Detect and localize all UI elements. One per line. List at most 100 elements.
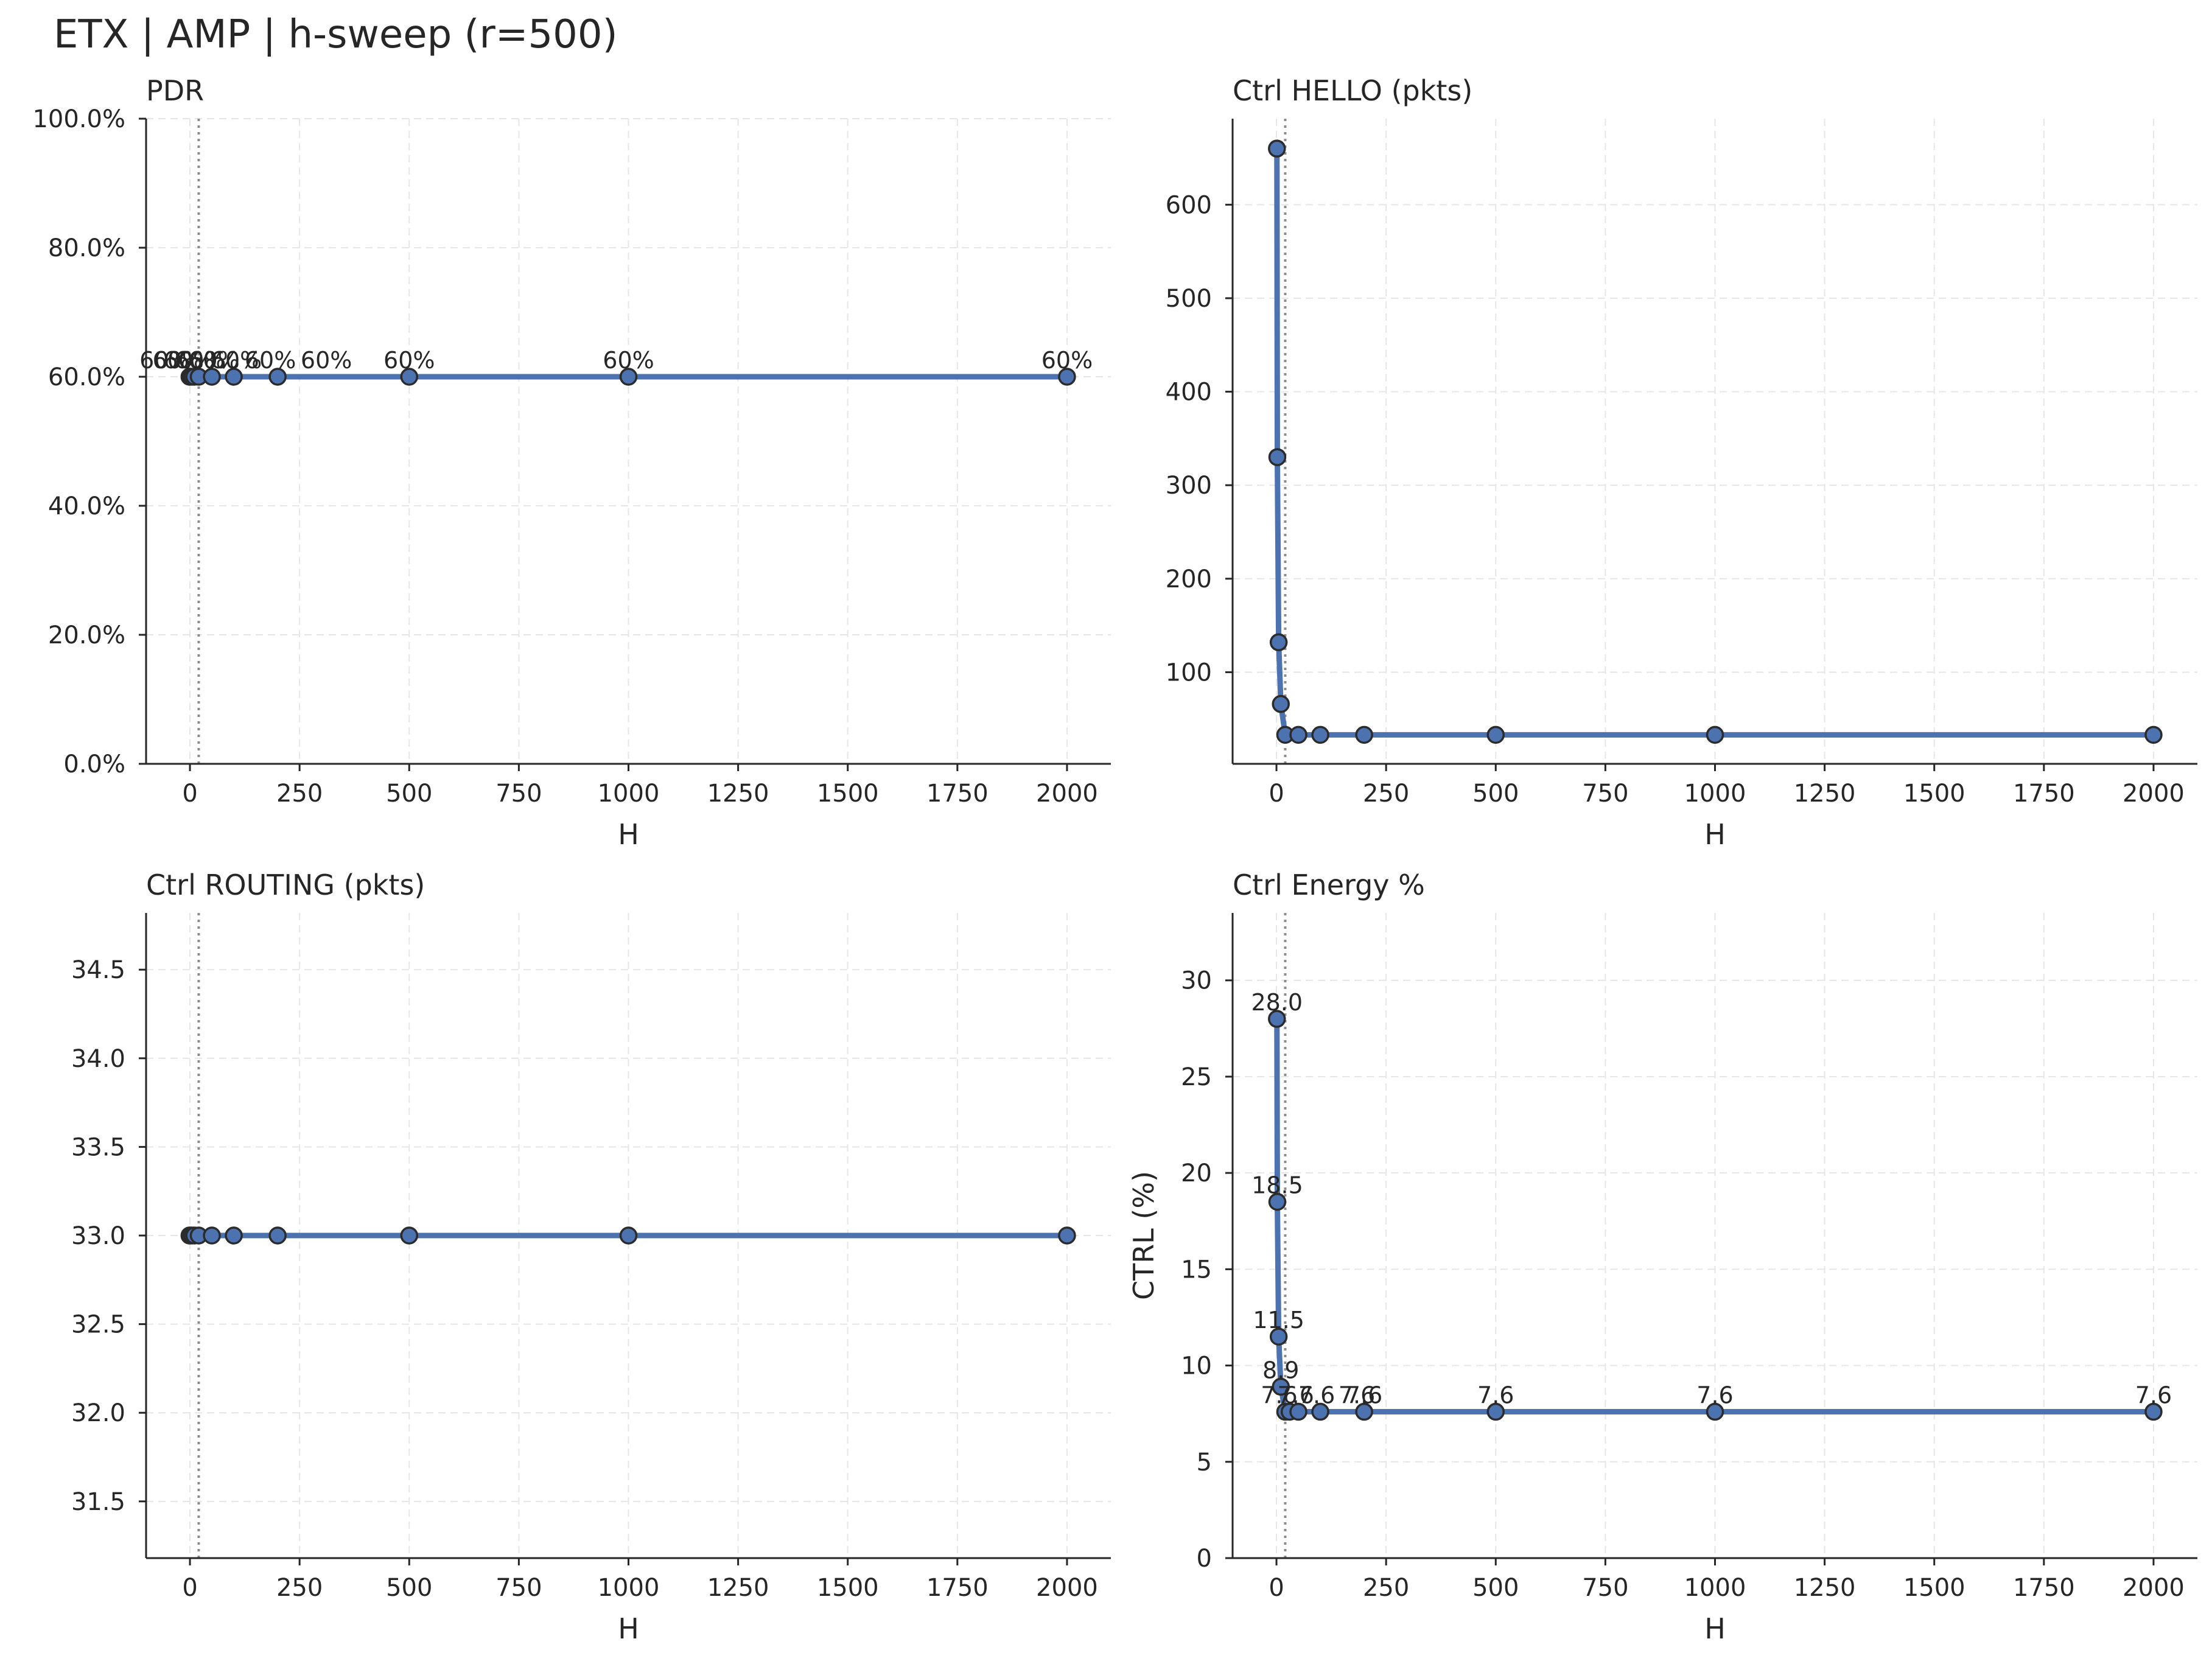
ctrl-hello-data-point-7 xyxy=(1355,725,1373,744)
ctrl-energy-x-tick-label-0: 0 xyxy=(1269,1574,1284,1602)
ctrl-hello-data-point-6 xyxy=(1311,725,1329,744)
ctrl-hello-x-tick-label-3: 750 xyxy=(1582,780,1628,808)
ctrl-routing-y-tick-label-0: 31.5 xyxy=(71,1488,125,1516)
ctrl-energy-data-label-6: 7.6 xyxy=(1298,1382,1335,1409)
ctrl-routing-data-point-9 xyxy=(619,1226,638,1245)
ctrl-energy-data-label-1: 18.5 xyxy=(1251,1172,1303,1199)
ctrl-routing-x-tick-label-8: 2000 xyxy=(1036,1574,1098,1602)
ctrl-energy-data-label-5: 7.6 xyxy=(1277,1382,1314,1409)
chart-panel-pdr: 0 250 500 750 1000 1250 1500 1750 2000 0.0% 20.0% 4… xyxy=(32,74,1111,851)
ctrl-energy-data-label-0: 28.0 xyxy=(1251,989,1303,1016)
ctrl-routing-y-tick-label-2: 32.5 xyxy=(71,1311,125,1339)
pdr-x-tick-label-0: 0 xyxy=(182,780,197,808)
ctrl-hello-data-point-0 xyxy=(1268,139,1286,158)
ctrl-hello-y-tick-label-5: 600 xyxy=(1166,191,1212,219)
ctrl-energy-x-tick-label-1: 250 xyxy=(1363,1574,1409,1602)
ctrl-routing-data-point-5 xyxy=(203,1226,221,1245)
ctrl-energy-data-point-10 xyxy=(1706,1402,1724,1421)
ctrl-energy-x-tick-label-6: 1500 xyxy=(1903,1574,1965,1602)
pdr-data-label-3: 60% xyxy=(175,347,226,374)
ctrl-energy-data-point-7 xyxy=(1311,1402,1329,1421)
ctrl-energy-y-label: CTRL (%) xyxy=(1127,1171,1160,1300)
pdr-x-tick-label-6: 1500 xyxy=(817,780,879,808)
ctrl-routing-x-tick-label-2: 500 xyxy=(386,1574,432,1602)
ctrl-hello-x-tick-label-7: 1750 xyxy=(2013,780,2075,808)
pdr-data-point-5 xyxy=(203,368,221,386)
ctrl-energy-data-point-0 xyxy=(1268,1010,1286,1028)
pdr-y-tick-label-3: 60.0% xyxy=(48,363,125,391)
pdr-data-point-10 xyxy=(1058,368,1076,386)
pdr-title: PDR xyxy=(146,74,204,107)
pdr-data-point-8 xyxy=(400,368,419,386)
ctrl-hello-x-tick-label-5: 1250 xyxy=(1794,780,1856,808)
ctrl-hello-x-tick-label-2: 500 xyxy=(1472,780,1519,808)
ctrl-energy-y-tick-label-6: 30 xyxy=(1181,967,1212,995)
ctrl-energy-y-tick-label-1: 5 xyxy=(1197,1449,1212,1477)
ctrl-energy-x-tick-label-5: 1250 xyxy=(1794,1574,1856,1602)
ctrl-energy-y-tick-label-2: 10 xyxy=(1181,1352,1212,1380)
ctrl-energy-data-label-9: 7.6 xyxy=(1477,1382,1514,1409)
ctrl-energy-data-label-2: 11.5 xyxy=(1253,1307,1304,1334)
ctrl-energy-data-label-7: 7.6 xyxy=(1339,1382,1375,1409)
ctrl-energy-data-point-2 xyxy=(1269,1327,1288,1346)
ctrl-hello-data-point-2 xyxy=(1269,633,1288,652)
ctrl-energy-x-tick-label-8: 2000 xyxy=(2123,1574,2185,1602)
pdr-data-label-8: 60% xyxy=(383,347,435,374)
pdr-x-tick-label-8: 2000 xyxy=(1036,780,1098,808)
ctrl-routing-x-tick-label-4: 1000 xyxy=(598,1574,660,1602)
ctrl-energy-data-label-3: 8.9 xyxy=(1262,1357,1299,1383)
ctrl-energy-data-point-6 xyxy=(1289,1402,1307,1421)
pdr-data-label-5: 60% xyxy=(211,347,262,374)
ctrl-hello-x-tick-label-0: 0 xyxy=(1269,780,1284,808)
ctrl-routing-x-tick-label-3: 750 xyxy=(495,1574,542,1602)
ctrl-energy-x-tick-label-2: 500 xyxy=(1472,1574,1519,1602)
pdr-y-tick-label-1: 20.0% xyxy=(48,621,125,649)
ctrl-hello-y-tick-label-3: 400 xyxy=(1166,379,1212,407)
pdr-x-tick-label-2: 500 xyxy=(386,780,432,808)
ctrl-routing-data-point-7 xyxy=(268,1226,287,1245)
ctrl-routing-title: Ctrl ROUTING (pkts) xyxy=(146,869,425,901)
chart-panel-ctrl-routing: 0 250 500 750 1000 1250 1500 1750 2000 31.5 32.0 32… xyxy=(71,869,1111,1645)
ctrl-hello-x-tick-label-8: 2000 xyxy=(2123,780,2185,808)
pdr-data-label-2: 60% xyxy=(163,347,214,374)
ctrl-routing-data-point-8 xyxy=(400,1226,419,1245)
ctrl-energy-data-label-11: 7.6 xyxy=(2135,1382,2172,1409)
pdr-x-tick-label-1: 250 xyxy=(276,780,323,808)
ctrl-energy-x-tick-label-7: 1750 xyxy=(2013,1574,2075,1602)
ctrl-hello-data-point-5 xyxy=(1289,725,1307,744)
ctrl-hello-y-tick-label-1: 200 xyxy=(1166,565,1212,593)
ctrl-energy-title: Ctrl Energy % xyxy=(1233,869,1425,901)
ctrl-hello-data-point-10 xyxy=(2144,725,2163,744)
ctrl-routing-y-tick-label-5: 34.0 xyxy=(71,1045,125,1073)
pdr-x-tick-label-3: 750 xyxy=(495,780,542,808)
ctrl-hello-y-tick-label-4: 500 xyxy=(1166,285,1212,313)
pdr-x-label: H xyxy=(618,818,639,851)
ctrl-hello-title: Ctrl HELLO (pkts) xyxy=(1233,74,1472,107)
ctrl-energy-data-point-1 xyxy=(1268,1192,1287,1211)
ctrl-routing-x-tick-label-1: 250 xyxy=(276,1574,323,1602)
ctrl-energy-data-label-10: 7.6 xyxy=(1696,1382,1733,1409)
ctrl-energy-y-tick-label-3: 15 xyxy=(1181,1256,1212,1284)
ctrl-energy-data-point-3 xyxy=(1272,1377,1290,1396)
ctrl-routing-y-tick-label-1: 32.0 xyxy=(71,1399,125,1427)
ctrl-hello-data-point-8 xyxy=(1486,725,1505,744)
pdr-data-label-9: 60% xyxy=(603,347,654,374)
chart-panel-ctrl-energy: 0 250 500 750 1000 1250 1500 1750 2000 0 5 10 15 20 25… xyxy=(1127,869,2197,1645)
pdr-y-tick-label-0: 0.0% xyxy=(63,750,125,778)
pdr-data-label-7: 60% xyxy=(301,347,352,374)
ctrl-energy-x-tick-label-4: 1000 xyxy=(1684,1574,1746,1602)
pdr-data-point-7 xyxy=(268,368,287,386)
ctrl-hello-x-tick-label-4: 1000 xyxy=(1684,780,1746,808)
ctrl-routing-y-tick-label-3: 33.0 xyxy=(71,1222,125,1250)
ctrl-energy-y-tick-label-4: 20 xyxy=(1181,1159,1212,1187)
pdr-data-label-1: 60% xyxy=(153,347,204,374)
pdr-data-label-6: 60% xyxy=(245,347,296,374)
ctrl-hello-x-tick-label-1: 250 xyxy=(1363,780,1409,808)
pdr-x-tick-label-4: 1000 xyxy=(598,780,660,808)
ctrl-energy-x-tick-label-3: 750 xyxy=(1582,1574,1628,1602)
ctrl-energy-data-label-4: 7.6 xyxy=(1261,1382,1297,1409)
pdr-y-tick-label-2: 40.0% xyxy=(48,492,125,520)
chart-panel-ctrl-hello: 0 250 500 750 1000 1250 1500 1750 2000 100 200 300 4… xyxy=(1166,74,2197,851)
ctrl-routing-x-label: H xyxy=(618,1612,639,1645)
